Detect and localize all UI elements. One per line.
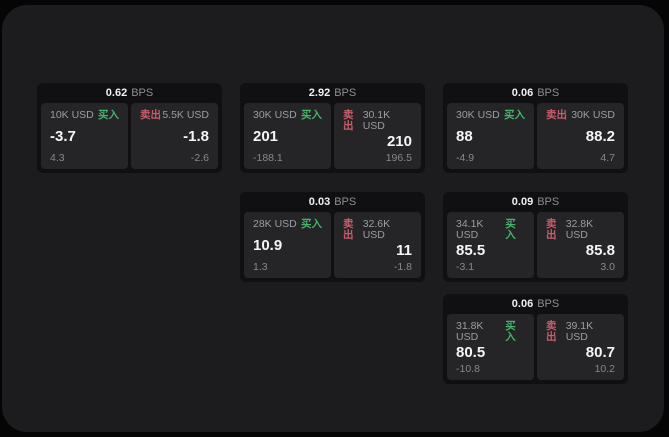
card-body: 30K USD 买入 201 -188.1 卖出 30.1K USD 210 1… — [240, 103, 425, 173]
bps-unit-label: BPS — [131, 86, 154, 99]
sell-sub-value: -2.6 — [190, 151, 209, 164]
sell-price: 11 — [396, 242, 412, 260]
buy-side-label: 买入 — [301, 218, 322, 230]
buy-amount: 30K USD — [253, 109, 297, 121]
card-body: 34.1K USD 买入 85.5 -3.1 卖出 32.8K USD 85.8… — [443, 212, 628, 282]
buy-price: 88 — [456, 128, 473, 145]
buy-side-label: 买入 — [504, 109, 525, 121]
card-body: 10K USD 买入 -3.7 4.3 卖出 5.5K USD -1.8 -2.… — [37, 103, 222, 173]
buy-sub-value: -3.1 — [456, 260, 475, 273]
bps-header: 0.62 BPS — [37, 83, 222, 103]
sell-price: 85.8 — [585, 242, 615, 260]
buy-side-label: 买入 — [301, 109, 322, 121]
sell-amount: 30K USD — [571, 109, 615, 121]
card-body: 31.8K USD 买入 80.5 -10.8 卖出 39.1K USD 80.… — [443, 314, 628, 384]
bps-header: 0.09 BPS — [443, 192, 628, 212]
sell-side-label: 卖出 — [546, 218, 557, 241]
sell-price: 88.2 — [585, 128, 615, 145]
sell-side-label: 卖出 — [343, 109, 354, 132]
bps-header: 2.92 BPS — [240, 83, 425, 103]
sell-sub-value: 4.7 — [600, 151, 615, 164]
bps-header: 0.06 BPS — [443, 83, 628, 103]
buy-side-label: 买入 — [505, 320, 516, 343]
buy-price: 80.5 — [456, 344, 486, 362]
buy-sub-value: -4.9 — [456, 151, 475, 164]
bps-unit-label: BPS — [537, 195, 560, 208]
buy-sub-value: 1.3 — [253, 260, 268, 273]
bps-value: 0.06 — [511, 297, 534, 310]
buy-amount: 31.8K USD — [456, 320, 484, 343]
sell-panel[interactable]: 卖出 39.1K USD 80.7 10.2 — [537, 314, 624, 380]
sell-side-label: 卖出 — [140, 109, 161, 121]
sell-amount: 32.8K USD — [565, 218, 594, 241]
buy-panel[interactable]: 31.8K USD 买入 80.5 -10.8 — [447, 314, 534, 380]
buy-amount: 30K USD — [456, 109, 500, 121]
buy-sub-value: 4.3 — [50, 151, 65, 164]
quote-card-4[interactable]: 0.03 BPS 28K USD 买入 10.9 1.3 卖出 32.6K US… — [240, 192, 425, 282]
quote-card-5[interactable]: 0.09 BPS 34.1K USD 买入 85.5 -3.1 卖出 32.8K… — [443, 192, 628, 282]
sell-amount: 32.6K USD — [362, 218, 391, 241]
buy-sub-value: -188.1 — [253, 151, 283, 164]
buy-price: -3.7 — [50, 128, 76, 145]
sell-price: 80.7 — [585, 344, 615, 362]
sell-sub-value: 3.0 — [600, 260, 615, 273]
buy-panel[interactable]: 10K USD 买入 -3.7 4.3 — [41, 103, 128, 169]
sell-panel[interactable]: 卖出 30.1K USD 210 196.5 — [334, 103, 421, 169]
buy-panel[interactable]: 30K USD 买入 201 -188.1 — [244, 103, 331, 169]
buy-price: 10.9 — [253, 237, 283, 254]
sell-side-label: 卖出 — [546, 320, 557, 343]
buy-panel[interactable]: 34.1K USD 买入 85.5 -3.1 — [447, 212, 534, 278]
bps-unit-label: BPS — [537, 297, 560, 310]
sell-price: -1.8 — [183, 128, 209, 145]
bps-unit-label: BPS — [334, 195, 357, 208]
sell-amount: 30.1K USD — [362, 109, 391, 132]
sell-price: 210 — [386, 133, 412, 151]
bps-value: 2.92 — [308, 86, 331, 99]
bps-value: 0.62 — [105, 86, 128, 99]
sell-sub-value: -1.8 — [393, 260, 412, 273]
bps-header: 0.03 BPS — [240, 192, 425, 212]
buy-panel[interactable]: 28K USD 买入 10.9 1.3 — [244, 212, 331, 278]
buy-side-label: 买入 — [98, 109, 119, 121]
buy-panel[interactable]: 30K USD 买入 88 -4.9 — [447, 103, 534, 169]
buy-sub-value: -10.8 — [456, 362, 480, 375]
card-body: 30K USD 买入 88 -4.9 卖出 30K USD 88.2 4.7 — [443, 103, 628, 173]
sell-sub-value: 10.2 — [594, 362, 615, 375]
bps-value: 0.06 — [511, 86, 534, 99]
bps-header: 0.06 BPS — [443, 294, 628, 314]
sell-amount: 39.1K USD — [565, 320, 594, 343]
sell-panel[interactable]: 卖出 32.6K USD 11 -1.8 — [334, 212, 421, 278]
buy-price: 201 — [253, 128, 279, 145]
bps-value: 0.09 — [511, 195, 534, 208]
sell-amount: 5.5K USD — [162, 109, 209, 121]
sell-panel[interactable]: 卖出 5.5K USD -1.8 -2.6 — [131, 103, 218, 169]
bps-value: 0.03 — [308, 195, 331, 208]
quote-card-6[interactable]: 0.06 BPS 31.8K USD 买入 80.5 -10.8 卖出 39.1… — [443, 294, 628, 384]
quote-card-2[interactable]: 2.92 BPS 30K USD 买入 201 -188.1 卖出 30.1K … — [240, 83, 425, 173]
quote-card-1[interactable]: 0.62 BPS 10K USD 买入 -3.7 4.3 卖出 5.5K USD… — [37, 83, 222, 173]
quote-card-3[interactable]: 0.06 BPS 30K USD 买入 88 -4.9 卖出 30K USD 8… — [443, 83, 628, 173]
buy-side-label: 买入 — [505, 218, 516, 241]
buy-amount: 10K USD — [50, 109, 94, 121]
sell-sub-value: 196.5 — [385, 151, 412, 164]
sell-side-label: 卖出 — [546, 109, 567, 121]
bps-unit-label: BPS — [334, 86, 357, 99]
buy-price: 85.5 — [456, 242, 486, 260]
buy-amount: 28K USD — [253, 218, 297, 230]
buy-amount: 34.1K USD — [456, 218, 484, 241]
sell-panel[interactable]: 卖出 30K USD 88.2 4.7 — [537, 103, 624, 169]
card-body: 28K USD 买入 10.9 1.3 卖出 32.6K USD 11 -1.8 — [240, 212, 425, 282]
sell-panel[interactable]: 卖出 32.8K USD 85.8 3.0 — [537, 212, 624, 278]
sell-side-label: 卖出 — [343, 218, 354, 241]
bps-unit-label: BPS — [537, 86, 560, 99]
